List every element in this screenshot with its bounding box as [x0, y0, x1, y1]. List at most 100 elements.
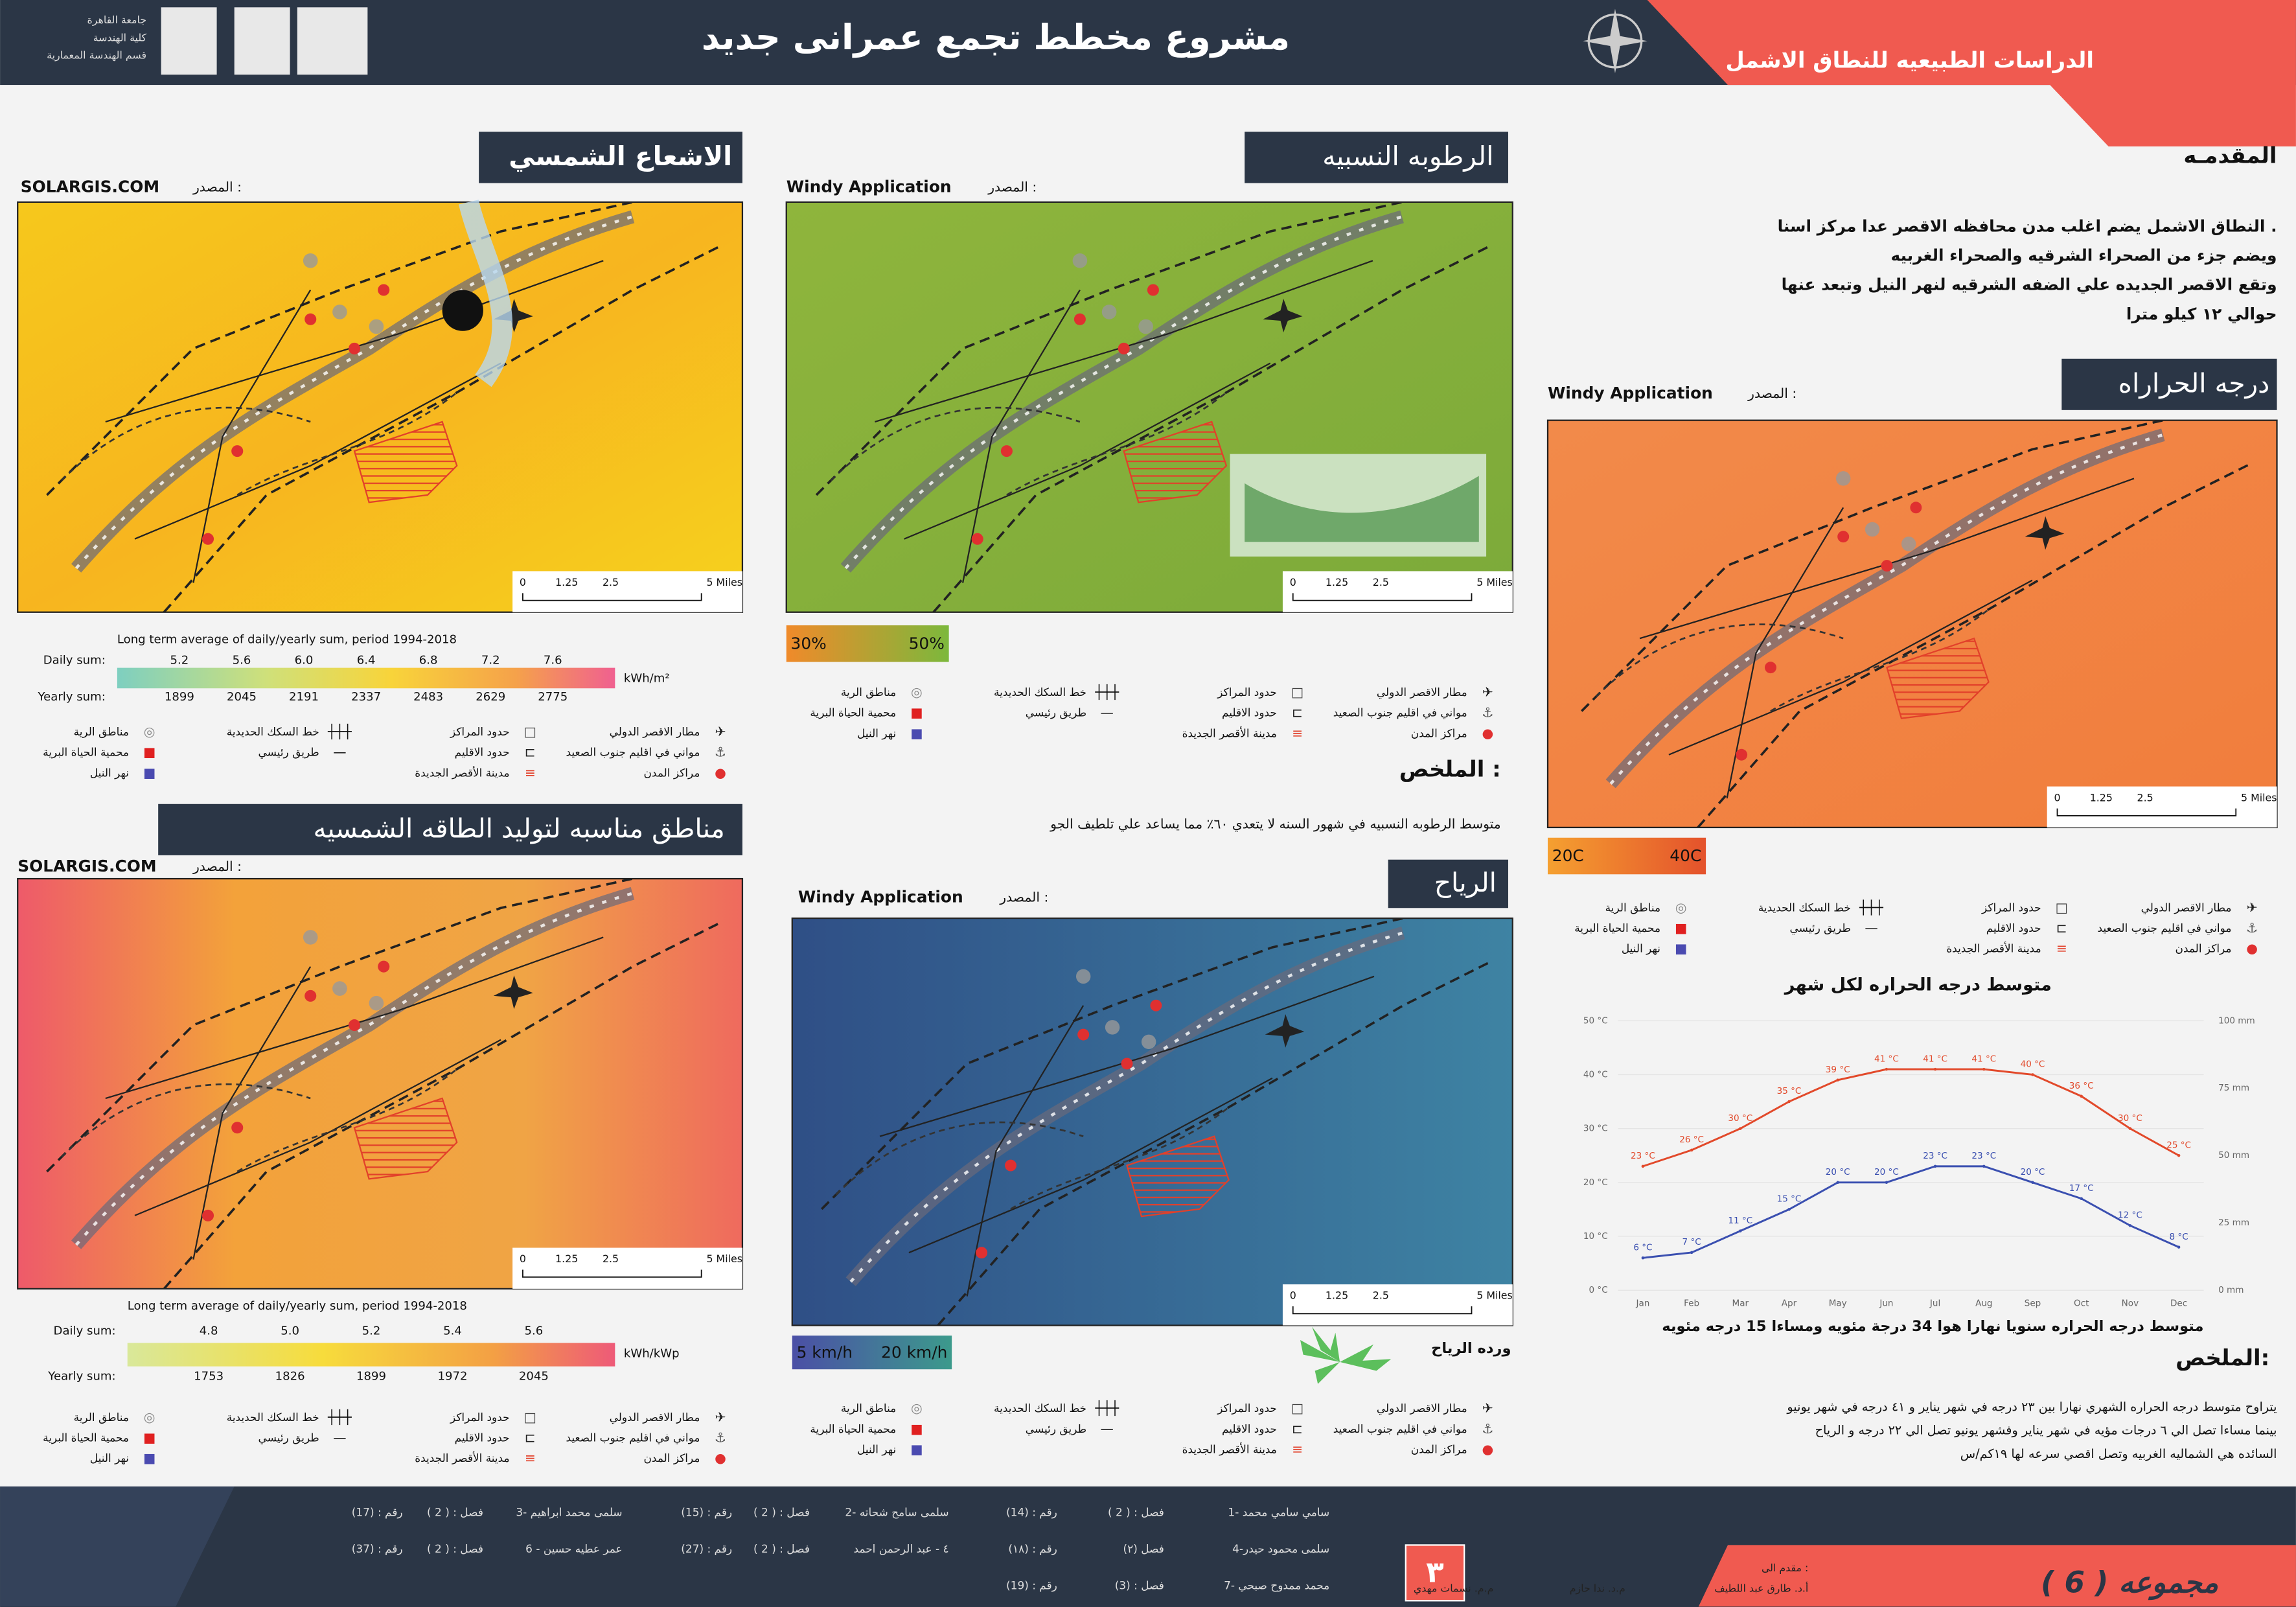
team-field: 3- سلمى محمد ابراهيم: [516, 1506, 622, 1520]
team-field: فصل : ( 2 ): [427, 1506, 483, 1519]
legend-label: مواني في اقليم جنوب الصعيد: [566, 746, 700, 759]
legend-icon: ⚓: [1482, 705, 1493, 721]
legend-label: مراكز المدن: [644, 766, 700, 779]
legend-label: نهر النيل: [857, 726, 896, 740]
data-point: [2177, 1245, 2181, 1249]
x-tick-label: Mar: [1732, 1298, 1749, 1308]
section-heading: الرطوبه النسبيه: [1322, 141, 1493, 172]
colorbar-tick: 7.2: [481, 653, 500, 667]
colorbar: [786, 625, 949, 662]
legend-label: مناطق الرية: [841, 1402, 896, 1415]
value-label: 20 °C: [1874, 1167, 1899, 1177]
colorbar-tick: 5.0: [281, 1324, 299, 1337]
page-title: مشروع مخطط تجمع عمرانى جديد: [702, 17, 1290, 58]
legend-icon: ┼┼┼: [1094, 1400, 1119, 1416]
legend-label: مواني في اقليم جنوب الصعيد: [2098, 921, 2232, 935]
colorbar-unit: kWh/m²: [624, 672, 670, 686]
colorbar-label: Yearly sum:: [47, 1369, 115, 1383]
legend-icon: □: [1291, 684, 1303, 700]
legend-icon: ⚓: [1482, 1421, 1493, 1437]
legend-label: نهر النيل: [90, 766, 129, 780]
colorbar-tick: 6.4: [357, 653, 376, 667]
y-tick-label: 40 °C: [1583, 1069, 1608, 1080]
x-tick-label: Jun: [1879, 1298, 1893, 1308]
scale-label: 1.25: [2090, 791, 2113, 804]
legend-label: خط السكك الحديدية: [994, 1402, 1086, 1415]
data-point: [1690, 1251, 1693, 1254]
range-label: 20 km/h: [881, 1343, 947, 1361]
x-tick-label: Feb: [1684, 1298, 1699, 1308]
legend-icon: ✈: [1482, 684, 1493, 700]
chart-caption: متوسط درجه الحراره سنويا نهارا هوا 34 در…: [1662, 1318, 2203, 1335]
legend-label: مدينة الأقصر الجديدة: [1182, 1442, 1277, 1455]
scale-label: 0: [520, 1253, 526, 1265]
colorbar-tick: 1899: [165, 690, 194, 704]
team-field: فصل : ( 2 ): [1108, 1506, 1164, 1519]
value-label: 12 °C: [2118, 1210, 2142, 1221]
source: Windy Application: [786, 177, 952, 196]
legend-label: طريق رئيسي: [1026, 706, 1086, 720]
legend-icon: ■: [910, 705, 923, 721]
source: Windy Application: [798, 887, 963, 906]
legend-icon: ■: [910, 1441, 923, 1457]
scale-label: 5 Miles: [1476, 576, 1512, 588]
legend-label: مطار الاقصر الدولي: [610, 725, 700, 739]
colorbar-caption: Long term average of daily/yearly sum, p…: [128, 1299, 467, 1313]
scale-label: 5 Miles: [2241, 791, 2277, 804]
legend-icon: ■: [143, 765, 155, 780]
scale-bar: [522, 1269, 702, 1278]
title-box: [1245, 132, 1508, 183]
data-point: [1885, 1067, 1888, 1071]
section-heading: الرياح: [1434, 867, 1497, 898]
summary-line: يتراوح متوسط درجه الحراره الشهري نهارا ب…: [1786, 1399, 2277, 1414]
logo: [297, 7, 368, 75]
legend-label: حدود الاقليم: [455, 746, 510, 759]
data-point: [1885, 1181, 1888, 1185]
legend-icon: □: [1291, 1400, 1303, 1416]
value-label: 20 °C: [2021, 1167, 2045, 1177]
legend-label: حدود الاقليم: [455, 1431, 510, 1444]
y-tick-label: 0 °C: [1589, 1285, 1607, 1295]
scale-label: 1.25: [1326, 1289, 1348, 1302]
supervisor: م.م. نسمات مهدي: [1414, 1582, 1493, 1595]
map: [791, 917, 1513, 1326]
footer-accent: [0, 1486, 235, 1607]
team-field: رقم : (37): [352, 1542, 403, 1556]
colorbar-unit: kWh/kWp: [624, 1347, 680, 1360]
value-label: 20 °C: [1826, 1167, 1850, 1177]
legend-icon: ⊏: [1292, 705, 1303, 721]
colorbar-caption: Long term average of daily/yearly sum, p…: [117, 633, 457, 647]
legend-label: محمية الحياة البرية: [43, 746, 129, 759]
value-label: 11 °C: [1728, 1216, 1752, 1226]
team-field: رقم : (15): [681, 1506, 732, 1520]
legend-label: مراكز المدن: [1411, 726, 1467, 739]
legend-icon: ■: [910, 725, 923, 741]
y2-tick-label: 100 mm: [2218, 1015, 2255, 1026]
scale-label: 5 Miles: [1476, 1289, 1512, 1302]
legend-label: مطار الاقصر الدولي: [1377, 686, 1467, 699]
source: SOLARGIS.COM: [17, 857, 156, 875]
section-heading: مناطق مناسبه لتوليد الطاقه الشمسيه: [314, 813, 725, 844]
legend-icon: ≡: [1292, 1441, 1303, 1457]
legend-label: محمية الحياة البرية: [43, 1431, 129, 1444]
data-point: [1836, 1181, 1839, 1185]
team-field: فصل : ( 2 ): [753, 1542, 810, 1555]
intro-title: المقدمـه: [2183, 143, 2277, 168]
team-field: فصل : ( 2 ): [753, 1506, 810, 1519]
legend-icon: ■: [143, 1450, 155, 1466]
summary-text: متوسط الرطوبه النسبيه في شهور السنه لا ي…: [1050, 816, 1501, 831]
team-field: 6 - عمر عطيه حسين: [525, 1542, 622, 1555]
team-field: رقم : (17): [352, 1506, 403, 1520]
data-point: [1690, 1148, 1693, 1152]
legend-icon: ≡: [1292, 725, 1303, 741]
legend-icon: —: [1101, 705, 1114, 721]
logo: [234, 7, 290, 75]
legend-icon: ⚓: [715, 1429, 726, 1445]
legend-icon: ✈: [2247, 899, 2258, 915]
title-box: [2061, 358, 2277, 410]
colorbar-tick: 6.8: [419, 653, 438, 667]
range-label: 50%: [909, 634, 945, 653]
source-label: المصدر :: [1747, 386, 1797, 401]
colorbar-tick: 4.8: [200, 1324, 218, 1337]
